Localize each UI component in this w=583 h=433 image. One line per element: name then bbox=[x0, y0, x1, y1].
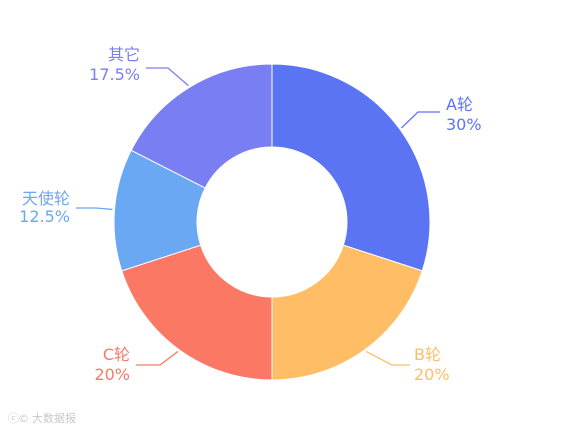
slice-label-name-1: A轮 bbox=[446, 95, 473, 114]
slice-label-value-2: 20% bbox=[414, 365, 450, 384]
slices-layer bbox=[113, 63, 431, 381]
slice-label-value-5: 17.5% bbox=[89, 65, 140, 84]
slice-label-name-4: 天使轮 bbox=[22, 189, 70, 208]
slice-label-name-5: 其它 bbox=[108, 45, 140, 64]
slice-leader-line-1 bbox=[400, 111, 440, 129]
watermark-text: 大数据报 bbox=[32, 412, 76, 425]
watermark-logo-icon: ⓒ© bbox=[8, 412, 29, 425]
slice-leader-line-3 bbox=[136, 350, 179, 366]
slice-leader-line-5 bbox=[146, 67, 189, 87]
watermark: ⓒ© 大数据报 bbox=[8, 410, 76, 426]
pie-slice-2[interactable] bbox=[271, 244, 423, 381]
pie-slice-1[interactable] bbox=[271, 63, 431, 272]
pie-slice-5[interactable] bbox=[130, 63, 273, 189]
slice-leader-line-4 bbox=[76, 207, 113, 211]
slice-label-value-1: 30% bbox=[446, 115, 482, 134]
pie-slice-3[interactable] bbox=[121, 244, 273, 381]
slice-label-name-3: C轮 bbox=[103, 345, 130, 364]
slice-label-name-2: B轮 bbox=[414, 345, 441, 364]
slice-label-value-3: 20% bbox=[94, 365, 130, 384]
slice-label-value-4: 12.5% bbox=[19, 207, 70, 226]
slice-leader-line-2 bbox=[365, 350, 410, 366]
